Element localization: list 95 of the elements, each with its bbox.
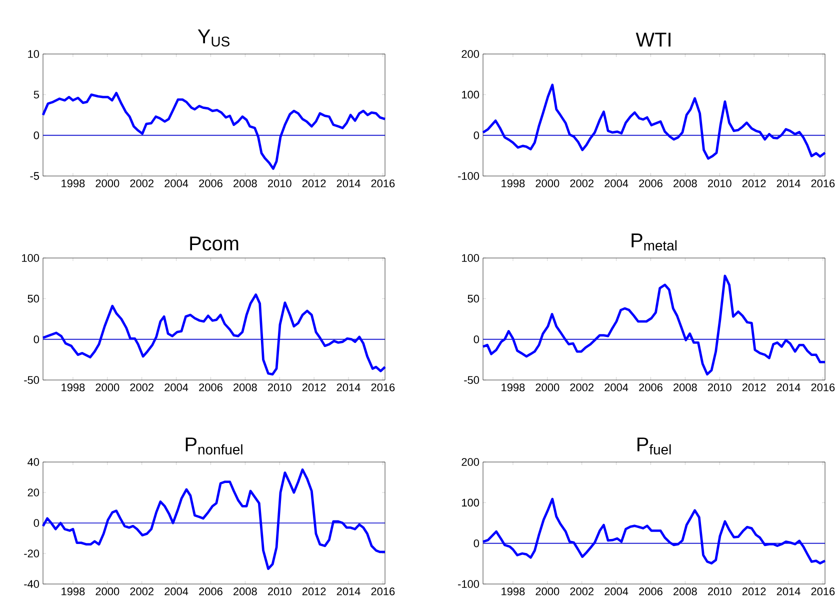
y-tick-label: -100: [458, 580, 480, 588]
x-tick-label: 1998: [502, 180, 525, 188]
y-tick-label: 0: [34, 131, 40, 140]
x-tick-label: 2004: [604, 588, 628, 596]
line-series: [42, 468, 386, 570]
x-tick-label: 2010: [708, 180, 732, 188]
x-tick-label: 2000: [96, 588, 120, 596]
x-tick-label: 2006: [199, 180, 222, 188]
y-tick-label: -20: [24, 550, 40, 558]
y-tick-label: 200: [462, 458, 480, 466]
chart-title: P$_{fuel}$: [638, 438, 671, 455]
y-tick-label: -50: [464, 376, 480, 384]
x-tick-label: 2004: [164, 180, 188, 188]
x-tick-label: 2006: [199, 384, 222, 392]
chart-title: Y$_{US}$: [198, 30, 230, 46]
y-tick-label: -50: [24, 376, 40, 384]
chart-title: P$_{nonfuel}$: [186, 438, 242, 455]
line-series: [42, 293, 386, 376]
x-tick-label: 1998: [502, 384, 525, 392]
y-tick-label: 10: [28, 50, 40, 58]
y-tick-label: 100: [462, 90, 480, 99]
x-tick-label: 2016: [371, 180, 395, 188]
x-tick-label: 2008: [674, 384, 697, 392]
y-tick-label: 100: [462, 254, 480, 262]
x-tick-label: 2000: [96, 384, 120, 392]
x-tick-label: 2012: [742, 384, 766, 392]
x-tick-label: 2004: [164, 384, 188, 392]
y-tick-label: 0: [474, 335, 480, 344]
y-tick-label: -5: [30, 172, 40, 180]
y-tick-label: -100: [458, 172, 480, 180]
x-tick-label: 2010: [268, 588, 292, 596]
chart-title: Pcom: [190, 236, 238, 250]
y-tick-label: 0: [474, 131, 480, 140]
y-tick-label: -40: [24, 580, 40, 588]
chart-title: P$_{metal}$: [632, 234, 677, 251]
x-tick-label: 2002: [570, 180, 594, 188]
y-tick-label: 0: [34, 335, 40, 344]
x-tick-label: 2012: [302, 384, 326, 392]
x-tick-label: 2010: [268, 384, 292, 392]
x-tick-label: 2014: [776, 384, 800, 392]
x-tick-label: 2006: [639, 180, 662, 188]
x-tick-label: 2012: [302, 180, 326, 188]
x-tick-label: 2012: [742, 180, 766, 188]
y-tick-label: 40: [28, 458, 40, 466]
x-tick-label: 2014: [776, 180, 800, 188]
x-tick-label: 2004: [604, 180, 628, 188]
x-tick-label: 2010: [708, 588, 732, 596]
y-tick-label: 100: [462, 498, 480, 507]
x-tick-label: 2016: [811, 180, 835, 188]
x-tick-label: 2010: [268, 180, 292, 188]
x-tick-label: 2016: [811, 588, 835, 596]
x-tick-label: 2016: [371, 588, 395, 596]
y-tick-label: 200: [462, 50, 480, 58]
x-tick-label: 2006: [639, 384, 662, 392]
y-tick-label: 0: [34, 519, 40, 527]
x-tick-label: 2002: [570, 384, 594, 392]
y-tick-label: 50: [468, 294, 480, 303]
x-tick-label: 2002: [570, 588, 594, 596]
y-tick-label: 20: [28, 488, 40, 496]
x-tick-label: 2016: [371, 384, 395, 392]
x-tick-label: 2012: [302, 588, 326, 596]
x-tick-label: 2004: [164, 588, 188, 596]
chart-title: WTI: [636, 32, 670, 46]
y-tick-label: 5: [34, 90, 40, 98]
x-tick-label: 2006: [199, 588, 222, 596]
x-tick-label: 2008: [674, 588, 697, 596]
x-tick-label: 2012: [742, 588, 766, 596]
x-tick-label: 2014: [336, 588, 360, 596]
x-tick-label: 2008: [234, 588, 257, 596]
x-tick-label: 1998: [62, 588, 85, 596]
x-tick-label: 2008: [234, 180, 257, 188]
x-tick-label: 2016: [811, 384, 835, 392]
x-tick-label: 2000: [536, 180, 560, 188]
x-tick-label: 2002: [130, 384, 154, 392]
x-tick-label: 2000: [96, 180, 120, 188]
x-tick-label: 2006: [639, 588, 662, 596]
x-tick-label: 2014: [336, 180, 360, 188]
x-tick-label: 2014: [336, 384, 360, 392]
x-tick-label: 2014: [776, 588, 800, 596]
y-tick-label: 0: [474, 539, 480, 548]
y-tick-label: 50: [28, 294, 40, 303]
x-tick-label: 1998: [502, 588, 525, 596]
x-tick-label: 2000: [536, 384, 560, 392]
x-tick-label: 2008: [674, 180, 697, 188]
line-series: [482, 84, 826, 160]
y-tick-label: 100: [22, 254, 40, 262]
line-series: [42, 92, 386, 170]
x-tick-label: 2010: [708, 384, 732, 392]
x-tick-label: 2008: [234, 384, 257, 392]
x-tick-label: 2000: [536, 588, 560, 596]
x-tick-label: 1998: [62, 180, 85, 188]
x-tick-label: 2004: [604, 384, 628, 392]
x-tick-label: 2002: [130, 180, 154, 188]
x-tick-label: 2002: [130, 588, 154, 596]
x-tick-label: 1998: [62, 384, 85, 392]
